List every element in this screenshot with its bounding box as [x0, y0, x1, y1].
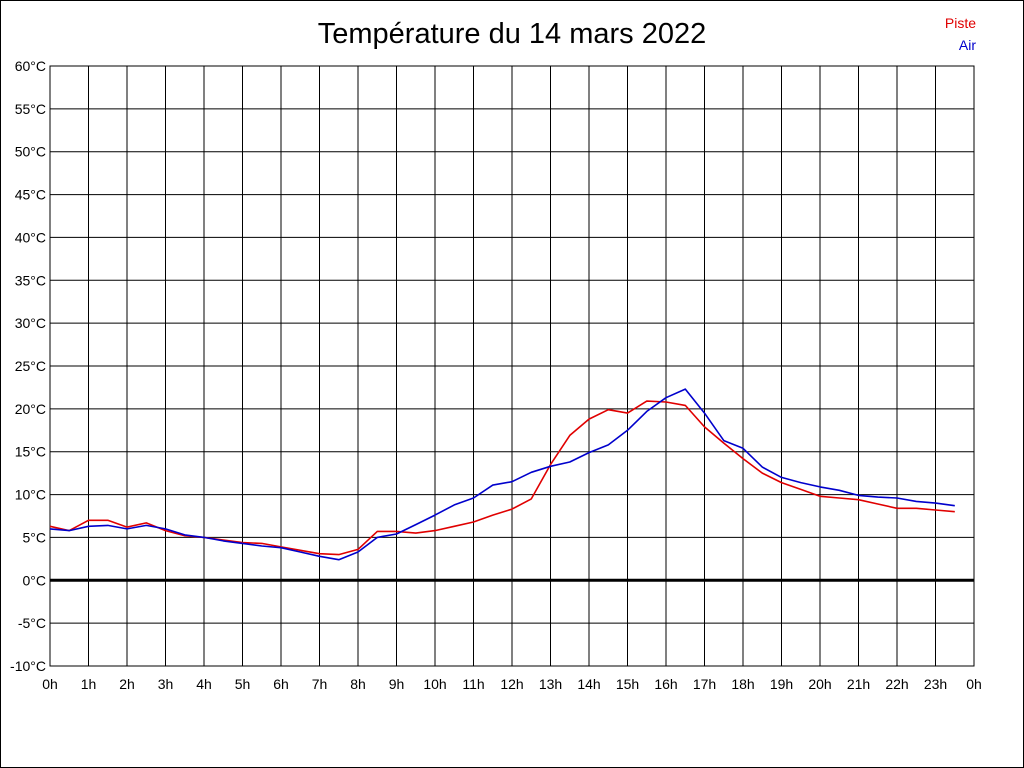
x-tick-label: 6h	[273, 676, 289, 692]
x-tick-label: 4h	[196, 676, 212, 692]
x-tick-label: 7h	[312, 676, 328, 692]
chart-legend: Piste Air	[945, 12, 976, 56]
y-tick-label: -10°C	[10, 658, 46, 674]
x-tick-label: 21h	[847, 676, 870, 692]
chart-title: Température du 14 mars 2022	[317, 18, 707, 50]
x-tick-label: 20h	[808, 676, 831, 692]
legend-entry-air: Air	[958, 37, 976, 53]
x-tick-label: 11h	[462, 676, 484, 692]
y-tick-label: 25°C	[15, 358, 46, 374]
y-tick-label: 30°C	[15, 315, 46, 331]
x-tick-label: 5h	[235, 676, 251, 692]
x-tick-label: 2h	[119, 676, 135, 692]
y-tick-label: 15°C	[15, 444, 46, 460]
y-tick-label: 45°C	[15, 187, 46, 203]
y-tick-label: 5°C	[23, 529, 47, 545]
x-tick-label: 9h	[389, 676, 405, 692]
x-tick-label: 12h	[500, 676, 523, 692]
x-tick-label: 19h	[770, 676, 793, 692]
x-tick-label: 18h	[731, 676, 754, 692]
x-tick-label: 3h	[158, 676, 174, 692]
legend-entry-piste: Piste	[944, 15, 976, 31]
y-tick-label: 55°C	[15, 101, 46, 117]
y-tick-label: 20°C	[15, 401, 46, 417]
y-tick-label: 0°C	[23, 572, 47, 588]
x-tick-label: 15h	[616, 676, 639, 692]
x-tick-label: 0h	[42, 676, 58, 692]
y-tick-label: 60°C	[15, 58, 46, 74]
series-line-air	[49, 388, 955, 561]
y-tick-label: 35°C	[15, 272, 46, 288]
x-tick-label: 1h	[81, 676, 97, 692]
x-tick-label: 16h	[654, 676, 677, 692]
x-tick-label: 17h	[693, 676, 716, 692]
x-tick-label: 22h	[885, 676, 908, 692]
x-tick-label: 13h	[539, 676, 562, 692]
x-tick-label: 14h	[577, 676, 600, 692]
x-tick-label: 23h	[924, 676, 947, 692]
x-tick-label: 8h	[350, 676, 366, 692]
y-tick-label: 10°C	[15, 487, 46, 503]
y-tick-label: 50°C	[15, 144, 46, 160]
series-line-piste	[49, 400, 955, 556]
y-tick-label: 40°C	[15, 229, 46, 245]
x-tick-label: 0h	[966, 676, 982, 692]
x-tick-label: 10h	[423, 676, 446, 692]
y-tick-label: -5°C	[18, 615, 46, 631]
